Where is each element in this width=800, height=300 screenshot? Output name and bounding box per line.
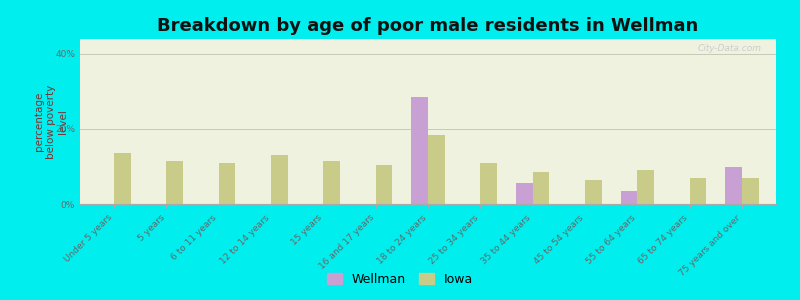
Legend: Wellman, Iowa: Wellman, Iowa: [322, 268, 478, 291]
Bar: [480, 163, 497, 204]
Bar: [742, 178, 758, 204]
Text: City-Data.com: City-Data.com: [698, 44, 762, 53]
Bar: [376, 165, 393, 204]
Bar: [726, 167, 742, 204]
Bar: [690, 178, 706, 204]
Bar: [516, 183, 533, 204]
Bar: [114, 153, 130, 204]
Bar: [166, 161, 183, 204]
Y-axis label: percentage
below poverty
level: percentage below poverty level: [34, 84, 67, 159]
Bar: [411, 97, 428, 204]
Bar: [271, 155, 288, 204]
Bar: [218, 163, 235, 204]
Bar: [621, 191, 638, 204]
Bar: [323, 161, 340, 204]
Bar: [428, 135, 445, 204]
Bar: [638, 170, 654, 204]
Title: Breakdown by age of poor male residents in Wellman: Breakdown by age of poor male residents …: [158, 17, 698, 35]
Bar: [533, 172, 550, 204]
Bar: [585, 180, 602, 204]
